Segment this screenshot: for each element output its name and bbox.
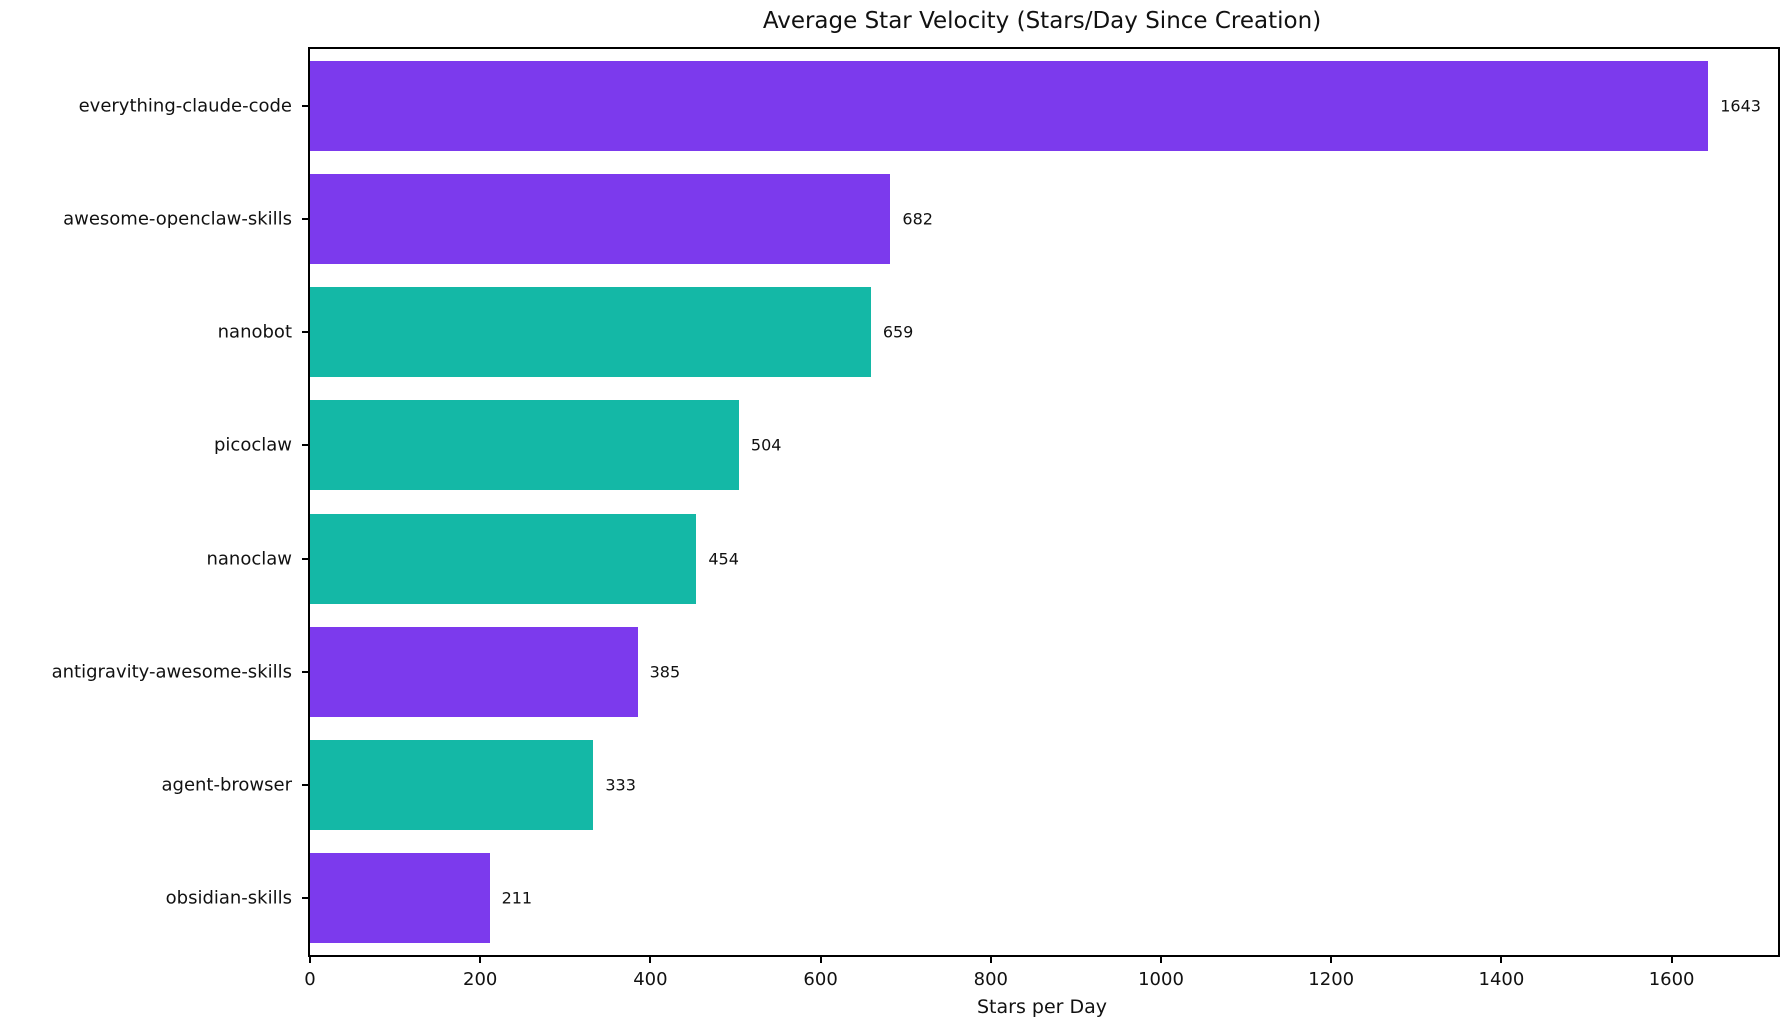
plot-area: 1643 everything-claude-code 682 awesome-ope… [52, 47, 1780, 990]
y-tick-label: nanoclaw [206, 548, 292, 570]
x-tick-label: 200 [463, 969, 498, 990]
bar-value-label: 211 [501, 888, 533, 908]
x-tick-mark [1160, 955, 1162, 963]
bar-value-label: 1643 [1720, 96, 1761, 116]
y-tick-mark [302, 444, 310, 447]
bar-nanobot [310, 287, 871, 378]
bar-value-label: 454 [708, 549, 739, 569]
y-tick-mark [302, 557, 310, 560]
x-tick-mark [1500, 955, 1503, 963]
x-tick-label: 1600 [1648, 969, 1695, 990]
bar-antigravity-awesome-skills [310, 626, 638, 717]
x-axis-label: Stars per Day [976, 996, 1108, 1018]
bar-value-label: 659 [882, 322, 914, 342]
chart-title: Average Star Velocity (Stars/Day Since C… [762, 8, 1322, 34]
y-tick-mark [302, 784, 310, 787]
y-tick-label: picoclaw [214, 434, 292, 456]
bar-awesome-openclaw-skills [310, 173, 891, 264]
x-tick-mark [479, 955, 482, 963]
y-tick-label: agent-browser [161, 774, 292, 796]
x-tick-label: 400 [633, 969, 668, 990]
y-tick-mark [302, 897, 310, 900]
x-tick-label: 1400 [1478, 969, 1525, 990]
bar-value-label: 504 [750, 435, 782, 455]
x-tick-label: 0 [304, 969, 316, 990]
bar-obsidian-skills [310, 853, 490, 944]
bar-everything-claude-code [310, 60, 1709, 151]
bar-value-label: 682 [902, 209, 933, 229]
x-tick-mark [819, 955, 822, 963]
x-tick-label: 800 [973, 969, 1008, 990]
bar-agent-browser [310, 740, 594, 831]
bar-nanoclaw [310, 513, 697, 604]
y-tick-mark [302, 331, 310, 334]
x-tick-label: 1200 [1308, 969, 1355, 990]
y-tick-label: everything-claude-code [78, 95, 292, 117]
x-tick-label: 1000 [1138, 969, 1184, 990]
bar-picoclaw [310, 400, 739, 491]
x-tick-mark [1330, 955, 1333, 963]
bar-value-label: 385 [649, 662, 681, 682]
y-tick-label: antigravity-awesome-skills [51, 661, 292, 683]
x-tick-mark [309, 955, 311, 963]
x-tick-mark [649, 955, 652, 963]
y-tick-mark [302, 670, 310, 673]
y-tick-mark [302, 104, 310, 107]
x-tick-mark [989, 955, 992, 963]
y-tick-label: awesome-openclaw-skills [63, 208, 292, 230]
y-tick-label: nanobot [217, 321, 292, 343]
y-tick-label: obsidian-skills [165, 887, 292, 909]
y-tick-mark [302, 217, 310, 220]
x-tick-mark [1670, 955, 1673, 963]
bar-value-label: 333 [605, 775, 636, 795]
x-tick-label: 600 [803, 969, 838, 990]
